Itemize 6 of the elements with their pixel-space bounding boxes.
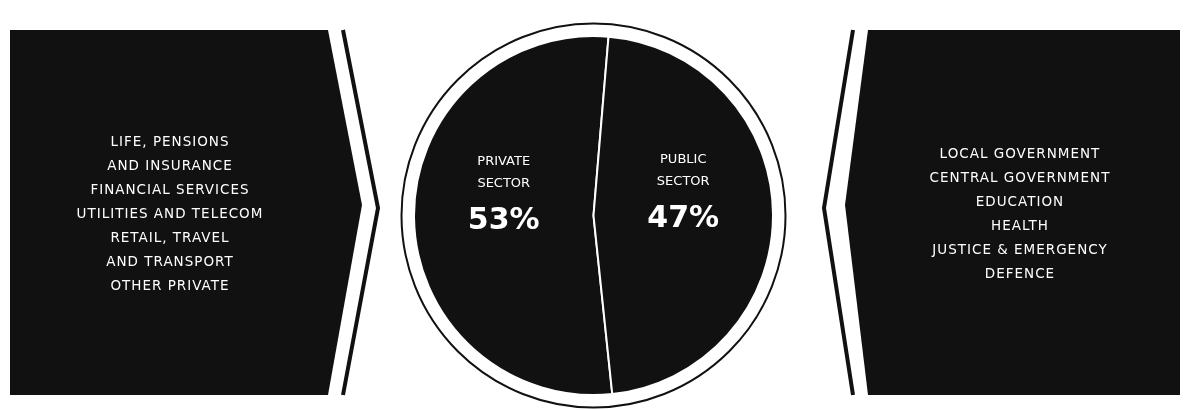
data-label: 53% [467,201,540,237]
slice-label: PUBLIC SECTOR [656,150,710,188]
text: LOCAL GOVERNMENT CENTRAL GOVERNMENT EDUCATION HEALTH JUSTICE & EMERGENCY DEFENCE [928,143,1112,283]
data-label: 47% [647,199,720,235]
text: LIFE, PENSIONS AND INSURANCE FINANCIAL SERVICES UTILITIES AND TELECOM RETAIL, TRAVEL AND TRANSPORT OTHER PRIVATE [75,131,265,295]
slice-label: PRIVATE SECTOR [477,152,531,190]
